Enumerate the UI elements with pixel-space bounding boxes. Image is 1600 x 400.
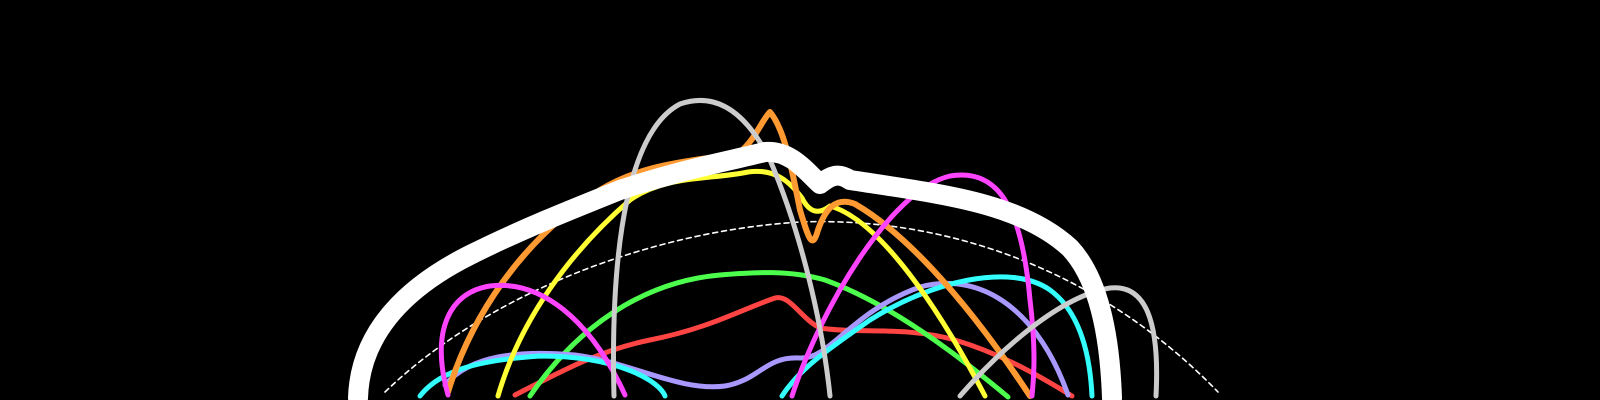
- gray-curve: [611, 98, 1160, 399]
- white-outline-curve: [348, 141, 1122, 400]
- lavender-curve: [442, 280, 1071, 398]
- magenta-curve: [438, 172, 1037, 399]
- red-curve: [512, 295, 1075, 399]
- yellow-curve: [495, 168, 988, 399]
- green-curve: [527, 270, 1011, 400]
